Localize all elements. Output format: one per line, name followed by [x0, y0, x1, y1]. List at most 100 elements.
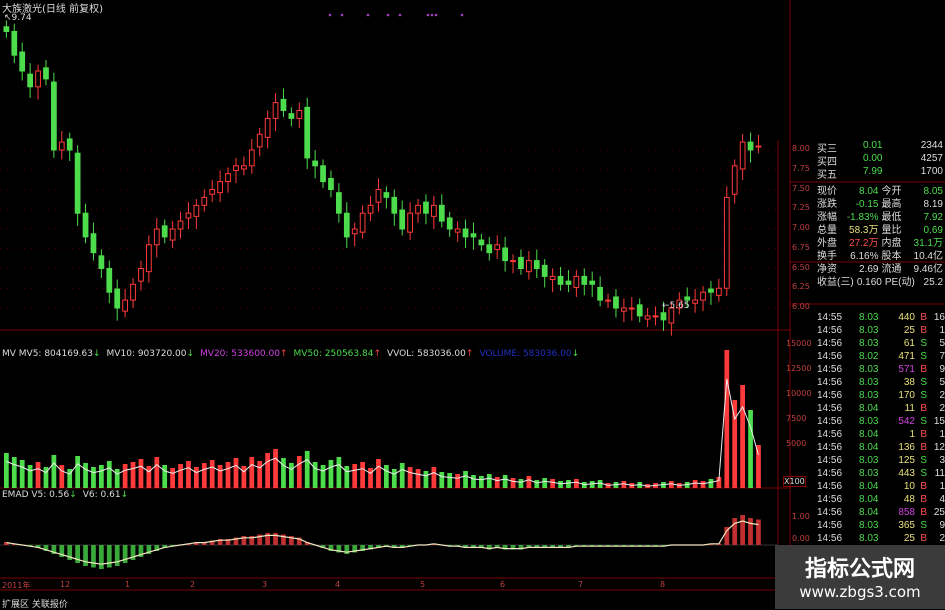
- quote-label: 外盘: [817, 238, 837, 249]
- volume-bar: [19, 460, 25, 488]
- volume-bar: [502, 475, 508, 488]
- volume-bar: [550, 479, 555, 488]
- emad-indicator-item: V6: 0.61↓: [82, 490, 129, 500]
- volume-bar: [486, 474, 492, 488]
- volume-bar: [518, 479, 524, 488]
- volume-bar: [304, 451, 310, 488]
- candle-body: [43, 67, 49, 80]
- emad-bar: [91, 545, 96, 568]
- quote-value: 58.3万: [849, 225, 879, 236]
- tab-related-quotes[interactable]: 关联报价: [31, 600, 68, 610]
- date-tick: 2011年: [2, 581, 31, 590]
- emad-bar: [51, 545, 57, 554]
- trade-price: 8.03: [859, 325, 879, 336]
- volume-bar: [289, 463, 294, 488]
- candle-body: [241, 165, 247, 170]
- emad-bar: [558, 545, 563, 548]
- volume-bar: [178, 464, 183, 488]
- trade-time: 14:56: [817, 494, 843, 505]
- trade-count: 12: [933, 442, 945, 453]
- candle-body: [161, 225, 168, 238]
- volume-bar: [106, 461, 112, 488]
- trade-side: B: [920, 429, 927, 440]
- trade-row: 14:56 8.03 170 S 2: [813, 390, 945, 403]
- quote-value: 0.160: [856, 277, 882, 288]
- trade-volume: 471: [898, 351, 915, 362]
- volume-indicator-item: MV MV5: 804169.63↓: [2, 349, 101, 359]
- trade-volume: 365: [898, 520, 915, 531]
- date-tick: 12: [60, 580, 71, 589]
- candle-body: [636, 304, 643, 317]
- volume-bar: [510, 478, 516, 488]
- event-marker: [460, 13, 464, 17]
- emad-bar: [550, 545, 555, 548]
- candle-body: [359, 212, 366, 233]
- trade-count: 5: [939, 377, 945, 388]
- volume-bar: [447, 473, 453, 488]
- emad-bar: [114, 545, 120, 566]
- date-tick: 3: [262, 580, 268, 589]
- emad-indicator-item: EMAD V5: 0.56↓: [2, 490, 77, 500]
- volume-ma-line: [6, 378, 759, 487]
- volume-tick: 5000: [786, 439, 807, 448]
- emad-bar: [106, 545, 112, 568]
- trade-count: 4: [939, 494, 945, 505]
- date-tick: 4: [335, 580, 341, 589]
- candle-body: [605, 299, 611, 302]
- trade-volume: 10: [903, 481, 915, 492]
- volume-indicator-item: VOLUME: 583036.00↓: [479, 349, 580, 359]
- volume-bar: [273, 449, 278, 488]
- emad-bar: [518, 545, 524, 550]
- trade-time: 14:56: [817, 377, 843, 388]
- event-marker: [430, 13, 434, 17]
- volume-bar: [700, 481, 706, 488]
- emad-bar: [257, 534, 263, 545]
- candle-body: [700, 291, 706, 301]
- candle-body: [169, 228, 176, 241]
- event-marker: [340, 13, 344, 17]
- candle-body: [130, 283, 136, 301]
- candle-body: [336, 192, 342, 214]
- emad-tick: 1.00: [792, 512, 810, 521]
- order-label: 买五: [817, 170, 837, 181]
- candle-body: [296, 110, 303, 119]
- tab-extension[interactable]: 扩展区: [2, 600, 30, 610]
- volume-bar: [621, 481, 627, 488]
- emad-bar: [217, 539, 223, 545]
- trade-volume: 48: [903, 494, 915, 505]
- volume-bar: [391, 469, 397, 488]
- quote-value: 27.2万: [849, 238, 879, 249]
- volume-bar: [328, 460, 334, 488]
- trade-side: B: [920, 481, 927, 492]
- candle-body: [375, 189, 382, 203]
- emad-bar: [479, 545, 484, 548]
- candle-body: [541, 264, 548, 277]
- candle-body: [185, 212, 192, 219]
- quote-label: 涨幅: [817, 212, 837, 223]
- quote-label: 现价: [817, 186, 837, 197]
- trade-price: 8.03: [859, 390, 879, 401]
- volume-bar: [35, 462, 41, 488]
- high-price-label: ↖9.74: [4, 13, 32, 23]
- volume-bar: [59, 465, 65, 488]
- emad-bar: [154, 545, 160, 551]
- trade-row: 14:56 8.04 858 B 25: [813, 507, 945, 520]
- emad-bar: [281, 534, 286, 545]
- quote-value: 6.16%: [850, 251, 879, 262]
- trade-row: 14:56 8.03 542 S 15: [813, 416, 945, 429]
- volume-tick: 7500: [786, 414, 807, 423]
- candle-body: [256, 133, 263, 148]
- candle-body: [692, 299, 698, 304]
- trade-time: 14:56: [817, 520, 843, 531]
- low-price-value: 5.65: [669, 301, 690, 311]
- quote-label: 量比: [881, 225, 902, 236]
- trade-side: S: [920, 468, 927, 479]
- volume-bar: [756, 445, 761, 488]
- trade-time: 14:56: [817, 338, 843, 349]
- candle-body: [304, 106, 311, 159]
- candle-body: [146, 244, 152, 273]
- volume-bar: [376, 459, 381, 488]
- volume-bar: [344, 466, 350, 488]
- trade-count: 1: [939, 481, 945, 492]
- candle-body: [454, 228, 461, 233]
